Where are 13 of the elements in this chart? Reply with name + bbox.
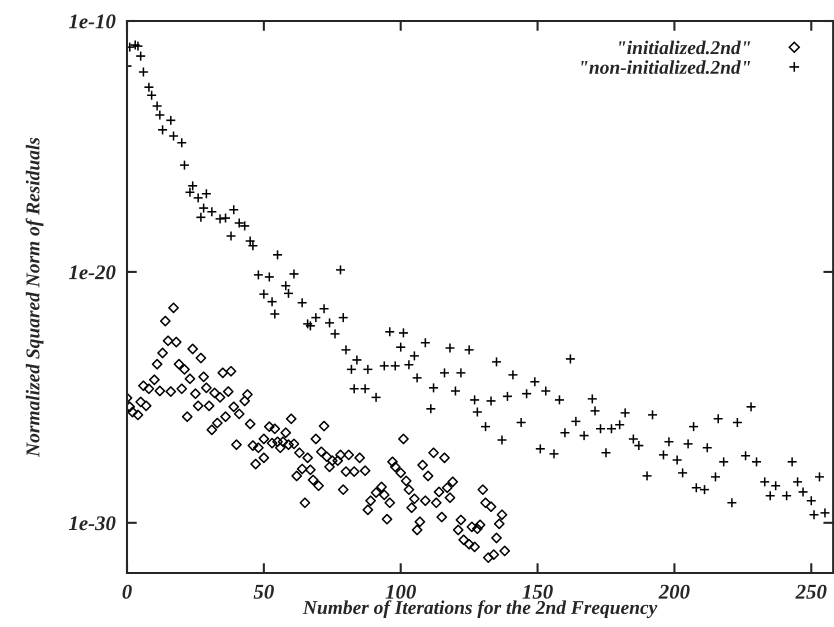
x-tick-label: 50 — [254, 584, 274, 599]
x-tick-label: 200 — [658, 584, 690, 599]
y-tick-label: 1e-10 — [68, 14, 116, 28]
x-tick-label: 0 — [122, 584, 132, 599]
legend-label: "non-initialized.2nd" — [582, 60, 750, 74]
x-tick-label: 250 — [795, 584, 827, 599]
x-tick-label: 150 — [522, 584, 553, 599]
y-axis-title: Normalized Squared Norm of Residuals — [26, 138, 44, 458]
x-axis-title: Number of Iterations for the 2nd Frequency — [302, 600, 658, 618]
y-tick-label: 1e-20 — [68, 265, 116, 280]
y-tick-label: 1e-30 — [68, 516, 116, 530]
x-tick-label: 100 — [386, 584, 416, 599]
legend-label: "initialized.2nd" — [619, 40, 750, 54]
